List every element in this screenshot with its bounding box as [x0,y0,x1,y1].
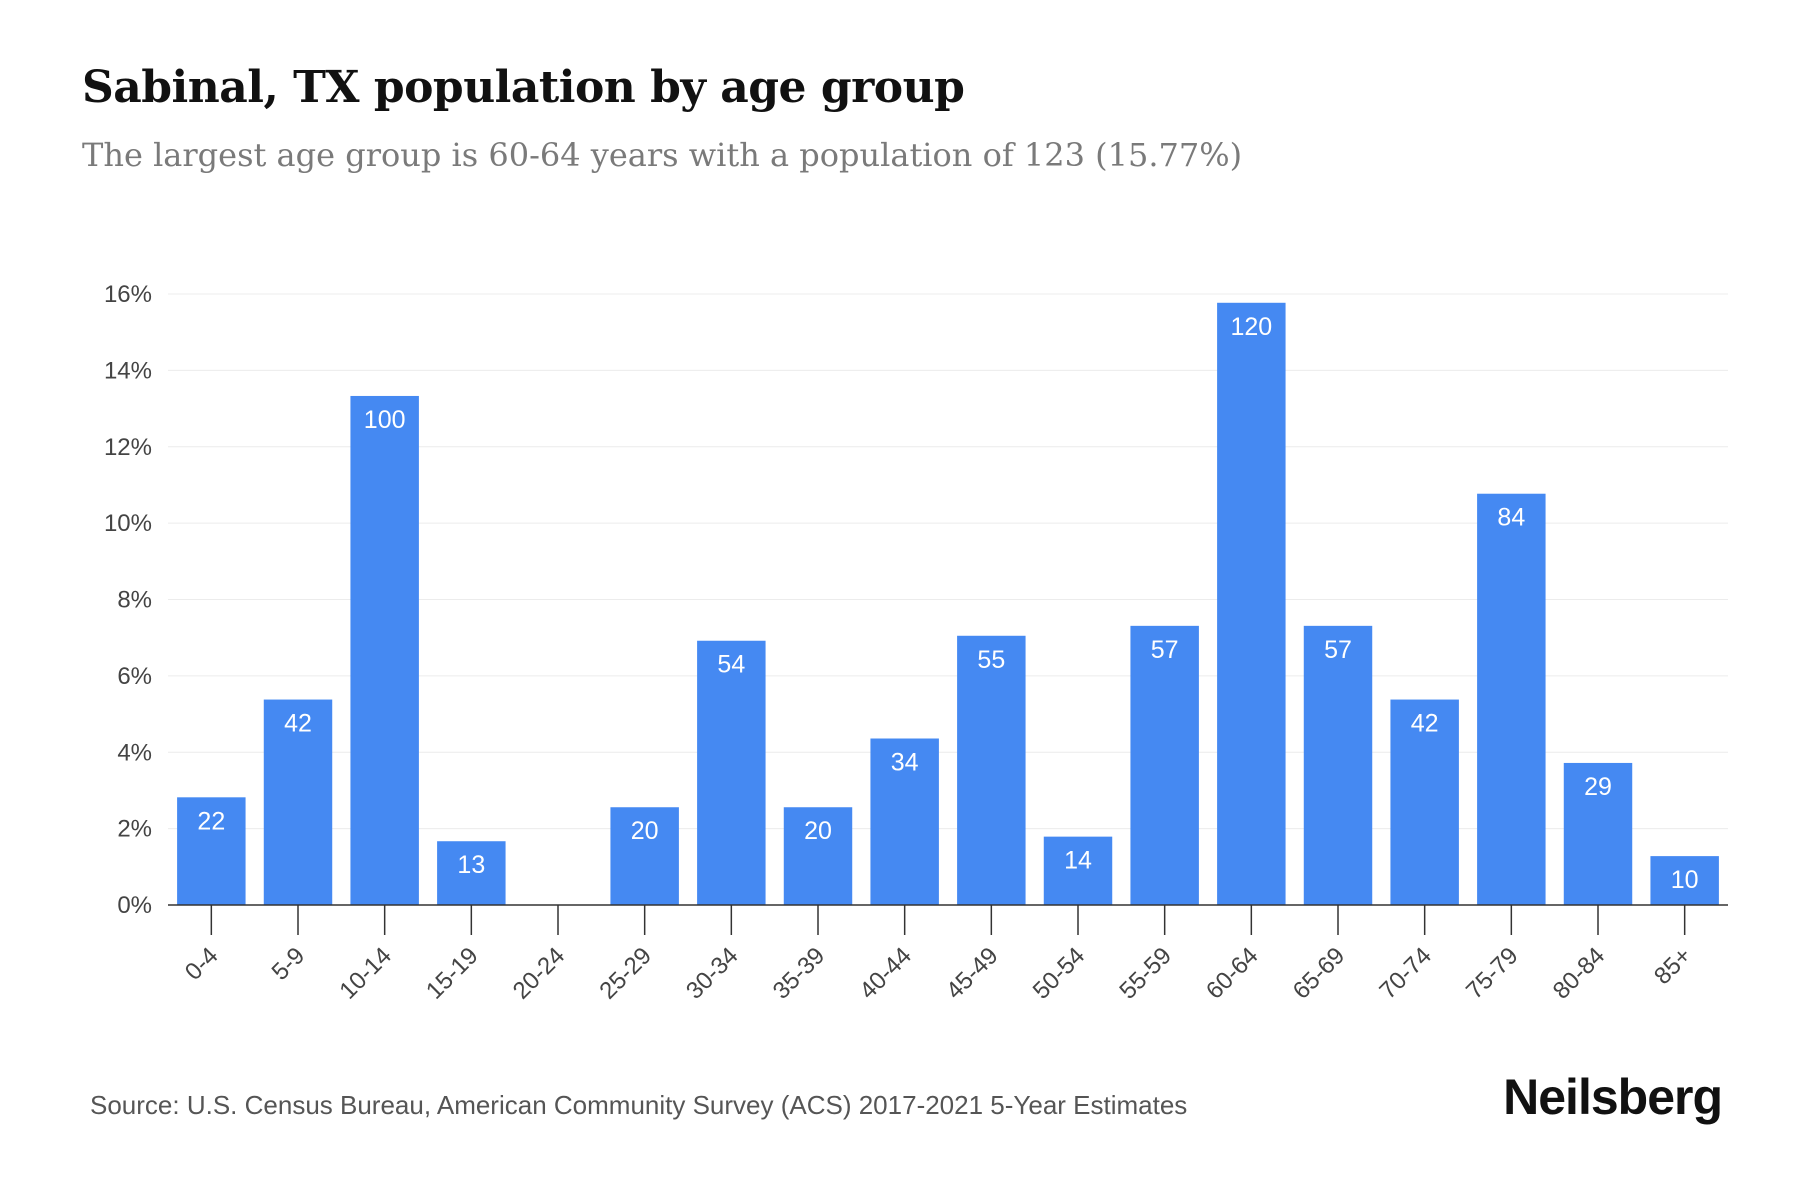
bar-value-label: 54 [717,651,745,679]
bar [610,807,679,905]
y-tick-label: 4% [117,739,152,766]
bar-value-label: 10 [1671,866,1699,894]
bar-value-label: 55 [977,646,1005,674]
source-note: Source: U.S. Census Bureau, American Com… [90,1090,1188,1120]
x-tick-label: 55-59 [1114,942,1177,1005]
bar-value-label: 29 [1584,773,1612,801]
bar-value-label: 14 [1064,847,1092,875]
x-tick-label: 0-4 [180,942,224,986]
x-tick-label: 70-74 [1374,942,1437,1005]
x-tick-label: 40-44 [854,942,917,1005]
y-tick-label: 8% [117,587,152,614]
bar-value-label: 100 [364,406,406,434]
bar [350,395,419,905]
y-tick-label: 12% [104,434,152,461]
y-tick-label: 0% [117,892,152,919]
y-tick-label: 6% [117,663,152,690]
bar-value-label: 20 [804,817,832,845]
bar-value-label: 57 [1324,636,1352,664]
x-tick-label: 30-34 [681,942,744,1005]
x-tick-label: 35-39 [768,942,831,1005]
x-tick-label: 60-64 [1201,942,1264,1005]
x-tick-label: 10-14 [334,942,397,1005]
x-tick-label: 15-19 [421,942,484,1005]
bars: 22 42 100 13 20 54 20 34 55 14 57 120 57 42 84 29 10 [177,302,1719,906]
x-tick-label: 75-79 [1461,942,1524,1005]
bar-value-label: 34 [891,749,919,777]
y-tick-label: 14% [104,357,152,384]
bar [437,841,506,905]
y-tick-label: 16% [104,281,152,308]
bar [957,635,1026,905]
x-tick-label: 25-29 [594,942,657,1005]
bar-value-label: 120 [1230,313,1272,341]
x-tick-label: 20-24 [508,942,571,1005]
bar [1390,699,1459,905]
bar [1477,493,1546,905]
x-axis-ticks: 0-4 5-9 10-14 15-19 20-24 25-29 30-34 35-39 40-4… [180,905,1697,1005]
y-axis-ticks: 0% 2% 4% 6% 8% 10% 12% 14% 16% [104,281,152,919]
x-tick-label: 80-84 [1548,942,1611,1005]
chart-title: Sabinal, TX population by age group [82,62,965,113]
bar [1303,625,1373,905]
bar-value-label: 20 [631,817,659,845]
bar-value-label: 57 [1151,636,1179,664]
bar [1650,856,1719,905]
x-tick-label: 45-49 [941,942,1004,1005]
bar [697,640,766,905]
x-tick-label: 5-9 [267,942,311,986]
bar [1563,762,1633,905]
bar [870,738,939,905]
bar-value-label: 42 [284,710,312,738]
bar [1130,625,1199,905]
bar-value-label: 84 [1497,504,1525,532]
bar-chart: 0% 2% 4% 6% 8% 10% 12% 14% 16% 22 42 100 13 20 54 20 34… [104,281,1728,1005]
bar [263,699,333,905]
bar-value-label: 42 [1411,710,1439,738]
brand-logo: Neilsberg [1503,1069,1723,1125]
bar [1217,302,1286,906]
bar [177,797,246,905]
bar-value-label: 13 [457,851,485,879]
y-tick-label: 2% [117,816,152,843]
x-tick-label: 85+ [1649,942,1697,990]
grid-lines [168,293,1728,830]
y-tick-label: 10% [104,510,152,537]
bar [1043,836,1113,905]
x-tick-label: 50-54 [1028,942,1091,1005]
bar [783,807,853,905]
bar-value-label: 22 [197,807,225,835]
x-tick-label: 65-69 [1288,942,1351,1005]
chart-subtitle: The largest age group is 60-64 years wit… [82,136,1243,174]
